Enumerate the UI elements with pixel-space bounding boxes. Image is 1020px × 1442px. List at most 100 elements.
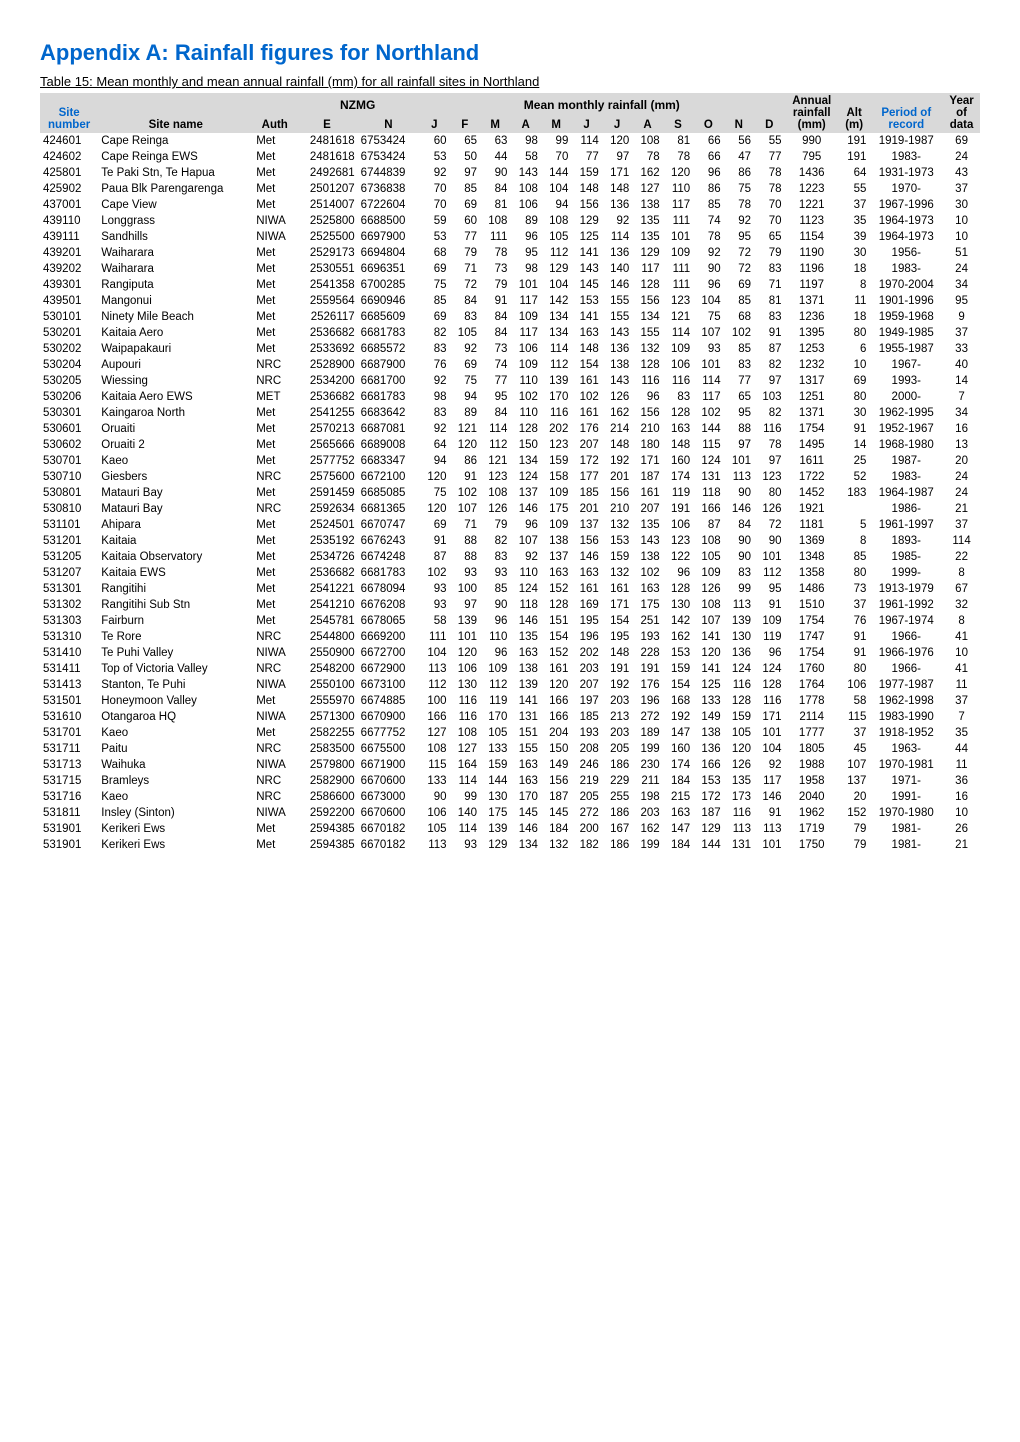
table-cell: 2592634 — [296, 501, 357, 517]
table-row: 439202WaihararaMet2530551669635169717398… — [40, 261, 980, 277]
table-cell: 92 — [693, 245, 723, 261]
table-cell: 96 — [693, 165, 723, 181]
table-cell: 72 — [754, 517, 784, 533]
table-cell: 159 — [663, 661, 693, 677]
table-cell: 89 — [450, 405, 480, 421]
table-cell: 82 — [754, 357, 784, 373]
table-cell: 93 — [480, 565, 510, 581]
table-cell: 108 — [480, 213, 510, 229]
table-cell: 14 — [839, 437, 869, 453]
table-cell: 156 — [571, 197, 601, 213]
table-row: 531207Kaitaia EWSMet25366826681783102939… — [40, 565, 980, 581]
table-cell: 64 — [839, 165, 869, 181]
table-cell: 142 — [541, 293, 571, 309]
table-cell: 70 — [419, 181, 449, 197]
table-cell: 52 — [839, 469, 869, 485]
table-cell: 130 — [724, 629, 754, 645]
table-cell: 156 — [602, 485, 632, 501]
table-row: 439110LonggrassNIWA252580066885005960108… — [40, 213, 980, 229]
table-cell: 1991- — [869, 789, 943, 805]
table-cell: 200 — [571, 821, 601, 837]
table-cell: 185 — [571, 709, 601, 725]
table-cell: 126 — [602, 389, 632, 405]
table-row: 531501Honeymoon ValleyMet255597066748851… — [40, 693, 980, 709]
table-cell: 71 — [754, 277, 784, 293]
table-cell: 63 — [480, 133, 510, 149]
table-cell: 272 — [632, 709, 662, 725]
table-cell: 154 — [541, 629, 571, 645]
table-row: 531205Kaitaia ObservatoryMet253472666742… — [40, 549, 980, 565]
table-cell: 50 — [450, 149, 480, 165]
table-cell: 6690946 — [358, 293, 419, 309]
table-cell: 530101 — [40, 309, 98, 325]
table-cell: 95 — [510, 245, 540, 261]
table-cell: 81 — [663, 133, 693, 149]
col-m10: N — [724, 114, 754, 133]
table-cell: 437001 — [40, 197, 98, 213]
table-cell: 82 — [480, 533, 510, 549]
table-cell: Met — [253, 293, 296, 309]
table-cell: 163 — [663, 805, 693, 821]
table-cell: 65 — [754, 229, 784, 245]
table-cell: 161 — [571, 405, 601, 421]
table-cell: 6670600 — [358, 805, 419, 821]
table-cell: 90 — [480, 165, 510, 181]
table-cell: 84 — [724, 517, 754, 533]
table-cell: 116 — [663, 373, 693, 389]
table-cell: 2555970 — [296, 693, 357, 709]
table-cell: 93 — [693, 341, 723, 357]
table-cell: 117 — [632, 261, 662, 277]
table-cell: 21 — [943, 501, 980, 517]
table-cell: 143 — [602, 325, 632, 341]
table-cell: 6753424 — [358, 149, 419, 165]
table-cell: 107 — [693, 613, 723, 629]
col-period: Period ofrecord — [869, 93, 943, 133]
table-cell: 35 — [943, 725, 980, 741]
table-cell: Rangitihi Sub Stn — [98, 597, 253, 613]
table-cell: 166 — [541, 709, 571, 725]
table-cell: 78 — [754, 181, 784, 197]
table-cell: 119 — [754, 629, 784, 645]
table-cell: 14 — [943, 373, 980, 389]
table-cell: 13 — [943, 437, 980, 453]
table-cell: 117 — [693, 389, 723, 405]
table-cell: Met — [253, 341, 296, 357]
table-cell: 2541358 — [296, 277, 357, 293]
table-cell: 146 — [510, 501, 540, 517]
table-cell: 94 — [541, 197, 571, 213]
table-cell: Honeymoon Valley — [98, 693, 253, 709]
table-cell: 78 — [754, 437, 784, 453]
table-cell: 1253 — [785, 341, 839, 357]
table-body: 424601Cape ReingaMet24816186753424606563… — [40, 133, 980, 853]
table-cell: 184 — [663, 837, 693, 853]
table-cell: 128 — [663, 581, 693, 597]
table-cell: 79 — [480, 277, 510, 293]
table-cell: 86 — [450, 453, 480, 469]
table-cell: Cape View — [98, 197, 253, 213]
table-cell: 128 — [724, 693, 754, 709]
table-cell: 106 — [510, 197, 540, 213]
table-cell: 108 — [541, 213, 571, 229]
table-cell: Met — [253, 437, 296, 453]
table-cell: 66 — [693, 133, 723, 149]
table-cell: 8 — [839, 533, 869, 549]
table-row: 531715BramleysNRC25829006670600133114144… — [40, 773, 980, 789]
table-cell: 425801 — [40, 165, 98, 181]
table-cell: 171 — [602, 597, 632, 613]
table-cell: 174 — [663, 469, 693, 485]
table-cell: 53 — [419, 149, 449, 165]
table-cell: 1190 — [785, 245, 839, 261]
table-cell: 161 — [571, 373, 601, 389]
table-cell: 10 — [943, 645, 980, 661]
table-cell: 153 — [693, 773, 723, 789]
table-cell: 92 — [419, 165, 449, 181]
table-cell: 203 — [571, 661, 601, 677]
table-cell: 68 — [419, 245, 449, 261]
table-cell: 153 — [663, 645, 693, 661]
table-cell: 37 — [943, 181, 980, 197]
table-cell: 75 — [419, 277, 449, 293]
table-cell: 1913-1979 — [869, 581, 943, 597]
table-cell: 530206 — [40, 389, 98, 405]
table-cell: 161 — [632, 485, 662, 501]
table-cell: 2571300 — [296, 709, 357, 725]
